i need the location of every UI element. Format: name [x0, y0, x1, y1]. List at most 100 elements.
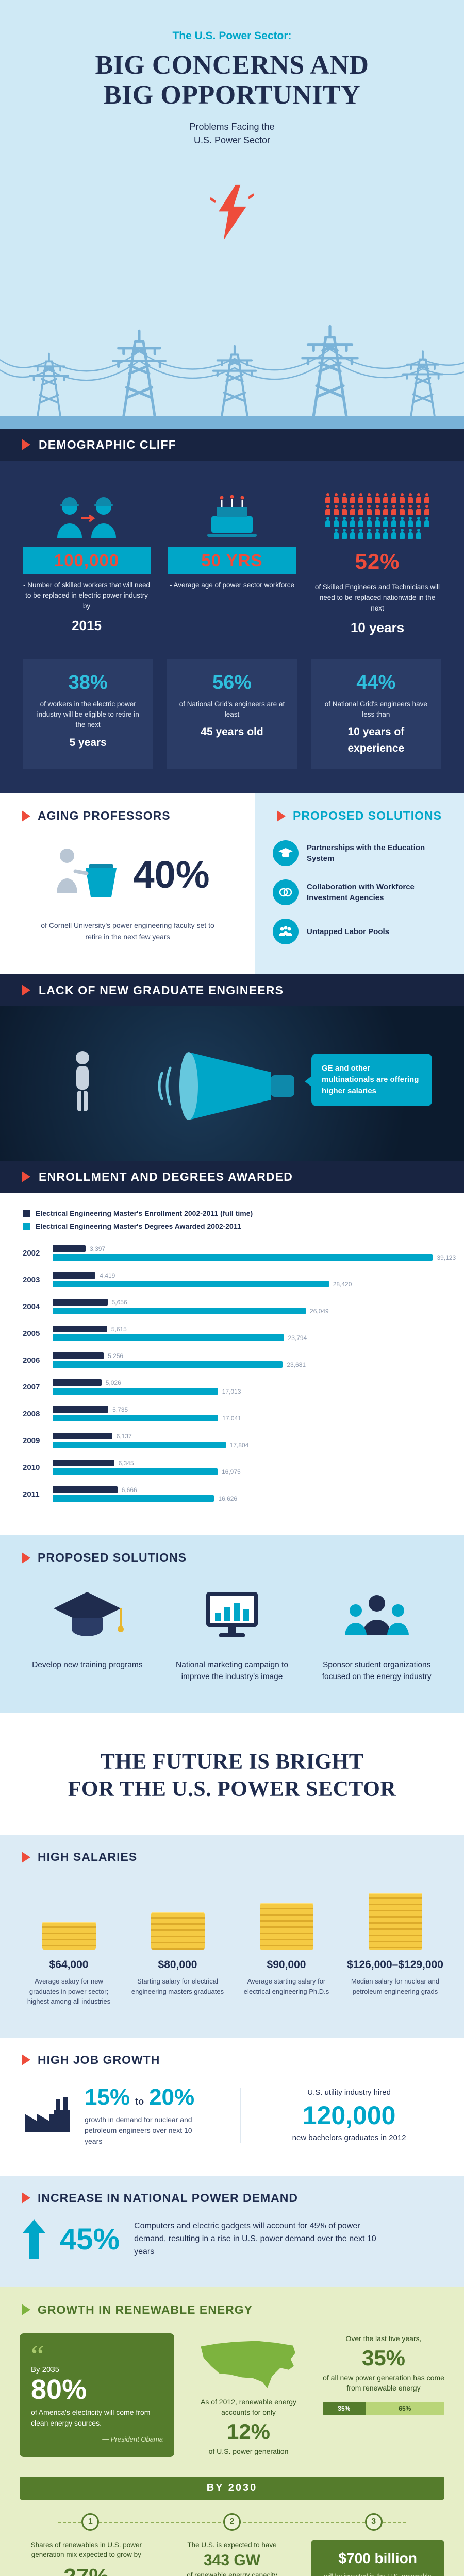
section-header-enrollment: ENROLLMENT AND DEGREES AWARDED	[0, 1161, 464, 1193]
chart-value-label: 5,735	[112, 1405, 128, 1413]
chart-row: 2003 4,419 28,420	[23, 1270, 441, 1289]
professors-solutions-row: AGING PROFESSORS 40% of Cornell Universi…	[0, 793, 464, 975]
item-pre: Shares of renewables in U.S. power gener…	[30, 2540, 142, 2559]
title-line-1: BIG CONCERNS AND	[95, 50, 369, 80]
chart-bar	[53, 1352, 104, 1360]
chart-value-label: 5,026	[105, 1379, 121, 1386]
chart-row: 2011 6,666 16,626	[23, 1485, 441, 1503]
salary-desc: Average starting salary for electrical e…	[243, 1977, 329, 1995]
stat-value-strip: 50 YRS	[168, 547, 296, 574]
person-glyph	[408, 529, 413, 539]
solution-training: Develop new training programs	[23, 1583, 152, 1683]
stat-value: 100,000	[54, 551, 120, 570]
chart-legend: Electrical Engineering Master's Enrollme…	[23, 1209, 441, 1230]
stat-desc: - Average age of power sector workforce	[170, 580, 294, 590]
person-glyph	[408, 493, 413, 503]
stat-desc-text: of National Grid's engineers are at leas…	[179, 700, 285, 718]
arrow-icon	[22, 810, 30, 822]
us-map-icon	[201, 2341, 295, 2388]
person-glyph	[416, 529, 421, 539]
obama-quote-card: “ By 2035 80% of America's electricity w…	[20, 2333, 174, 2457]
chart-value-label: 6,345	[118, 1459, 134, 1467]
item-value: 343 GW	[203, 2552, 261, 2569]
chart-bar	[53, 1361, 283, 1368]
graduation-cap-icon	[23, 1583, 152, 1649]
chart-year-label: 2007	[23, 1382, 40, 1392]
professor-illustration	[45, 841, 123, 908]
chart-bar	[53, 1308, 306, 1315]
stat-replaced-nationwide: 52% of Skilled Engineers and Technicians…	[313, 480, 441, 638]
legend-swatch-navy	[23, 1209, 30, 1217]
stat-highlight: 10 years	[350, 619, 405, 635]
stat-highlight: 5 years	[69, 736, 107, 749]
chart-value-label: 5,615	[111, 1325, 127, 1333]
people-grid-icon	[322, 480, 433, 540]
salary-desc: Average salary for new graduates in powe…	[27, 1977, 111, 2006]
person-glyph	[367, 493, 372, 503]
chart-value-label: 23,794	[288, 1334, 307, 1342]
chart-year-label: 2005	[23, 1329, 40, 1338]
person-glyph	[375, 493, 380, 503]
chart-row: 2009 6,137 17,804	[23, 1431, 441, 1450]
section-heading: INCREASE IN NATIONAL POWER DEMAND	[38, 2191, 298, 2205]
person-glyph	[400, 529, 405, 539]
chart-row: 2006 5,256 23,681	[23, 1351, 441, 1369]
person-glyph	[350, 505, 355, 515]
stat-desc-text: - Number of skilled workers that will ne…	[23, 581, 151, 610]
section-heading: DEMOGRAPHIC CLIFF	[39, 437, 176, 451]
stat-value: 35%	[361, 2345, 406, 2370]
stat-skilled-workers: 100,000 - Number of skilled workers that…	[23, 480, 151, 638]
stat-desc: of National Grid's engineers are at leas…	[176, 699, 288, 740]
section-header-aging-professors: AGING PROFESSORS	[0, 793, 255, 827]
transmission-towers-illustration	[0, 298, 464, 416]
item-post: will be invested in the U.S. renewable e…	[319, 2572, 436, 2576]
proposed-solutions-panel: PROPOSED SOLUTIONS Partnerships with the…	[255, 793, 464, 975]
section-header-renewables: GROWTH IN RENEWABLE ENERGY	[0, 2287, 464, 2321]
chart-year-label: 2011	[23, 1489, 40, 1499]
section-heading: ENROLLMENT AND DEGREES AWARDED	[39, 1170, 293, 1183]
demand-desc: Computers and electric gadgets will acco…	[134, 2222, 376, 2257]
person-glyph	[342, 493, 347, 503]
quote-attribution: President Obama	[31, 2435, 163, 2443]
chart-bar	[53, 1486, 118, 1494]
chart-value-label: 16,626	[218, 1495, 238, 1502]
chart-bar	[53, 1334, 284, 1342]
legend-label: Electrical Engineering Master's Enrollme…	[36, 1209, 253, 1218]
chart-row: 2010 6,345 16,975	[23, 1458, 441, 1477]
person-glyph	[424, 505, 429, 515]
salary-amount: $80,000	[158, 1959, 197, 1971]
proposed-solutions-2-section: PROPOSED SOLUTIONS Develop new training …	[0, 1535, 464, 1713]
chart-value-label: 6,137	[116, 1432, 132, 1440]
up-arrow-icon	[23, 2219, 45, 2260]
stat-value: 38%	[68, 671, 108, 693]
professors-stat-value: 40%	[133, 853, 210, 896]
solution-marketing: National marketing campaign to improve t…	[168, 1583, 297, 1683]
money-stack-icon	[151, 1912, 205, 1950]
education-partnership-icon	[273, 840, 299, 867]
stat-post: of all new power generation has come fro…	[323, 2373, 444, 2393]
money-stack-icon	[368, 1893, 422, 1950]
chart-bar	[53, 1433, 112, 1440]
person-glyph	[334, 529, 339, 539]
arrow-icon	[22, 439, 30, 450]
arrow-icon	[22, 985, 30, 996]
solution-caption: National marketing campaign to improve t…	[176, 1660, 288, 1681]
chart-bar	[53, 1406, 109, 1413]
monitor-chart-icon	[168, 1583, 297, 1649]
professors-stat-desc: of Cornell University's power engineerin…	[41, 921, 214, 941]
demand-value: 45%	[60, 2223, 120, 2257]
chart-value-label: 16,975	[221, 1468, 241, 1476]
investment-card: $700 billion will be invested in the U.S…	[311, 2539, 445, 2576]
chart-bar	[53, 1245, 86, 1252]
chart-bar	[53, 1326, 107, 1333]
person-glyph	[367, 529, 372, 539]
person-glyph	[383, 505, 388, 515]
hero-subtitle: Problems Facing the U.S. Power Sector	[0, 121, 464, 146]
person-glyph	[375, 505, 380, 515]
by2030-item-3: $700 billion will be invested in the U.S…	[311, 2539, 445, 2576]
money-stack-icon	[259, 1903, 313, 1950]
stat-desc-text: of National Grid's engineers have less t…	[324, 700, 427, 718]
arrow-icon	[22, 2192, 30, 2204]
arrow-icon	[22, 1552, 30, 1564]
stat-highlight: 10 years of experience	[347, 726, 405, 754]
